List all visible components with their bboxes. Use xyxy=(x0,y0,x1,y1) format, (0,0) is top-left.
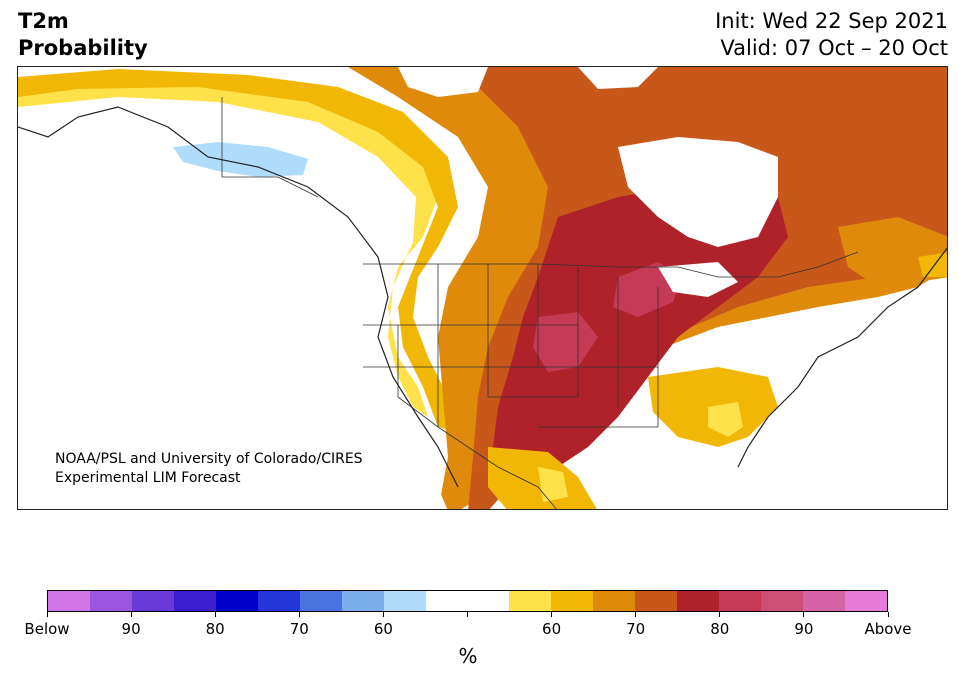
colorbar-tick-label: 90 xyxy=(121,620,141,638)
colorbar-swatch xyxy=(299,591,342,611)
colorbar-tick xyxy=(130,612,132,617)
colorbar-swatch xyxy=(215,591,258,611)
colorbar-swatch xyxy=(845,591,888,611)
colorbar-tick-label: 80 xyxy=(205,620,225,638)
colorbar-swatch xyxy=(131,591,174,611)
colorbar-tick xyxy=(719,612,721,617)
credit-line-2: Experimental LIM Forecast xyxy=(55,470,241,486)
colorbar-tick xyxy=(298,612,300,617)
north-america-map xyxy=(18,67,947,509)
coastlines xyxy=(18,106,947,488)
probability-map xyxy=(17,66,948,510)
colorbar-tick-label: 70 xyxy=(289,620,309,638)
forecast-dates: Init: Wed 22 Sep 2021 Valid: 07 Oct – 20… xyxy=(715,8,948,62)
political-borders xyxy=(221,97,859,509)
colorbar-tick-label: Above xyxy=(864,620,912,638)
colorbar-swatch xyxy=(509,591,552,611)
colorbar-swatch xyxy=(593,591,636,611)
colorbar-tick xyxy=(382,612,384,617)
probability-shading xyxy=(18,67,947,509)
colorbar-swatch xyxy=(173,591,216,611)
colorbar-swatch xyxy=(551,591,594,611)
map-title: T2m Probability xyxy=(18,8,148,62)
title-variable: T2m xyxy=(18,9,69,33)
colorbar-tick-label: 70 xyxy=(626,620,646,638)
title-type: Probability xyxy=(18,36,148,60)
colorbar-swatch xyxy=(383,591,426,611)
colorbar-swatch xyxy=(761,591,804,611)
colorbar-tick xyxy=(214,612,216,617)
colorbar-tick xyxy=(46,612,48,617)
colorbar-swatch xyxy=(341,591,384,611)
water-bodies xyxy=(18,67,947,509)
colorbar-tick-label: 60 xyxy=(373,620,393,638)
colorbar-swatch xyxy=(803,591,846,611)
data-credit: NOAA/PSL and University of Colorado/CIRE… xyxy=(55,450,363,488)
colorbar-swatch xyxy=(677,591,720,611)
colorbar-tick-label: Below xyxy=(24,620,70,638)
colorbar-swatch xyxy=(635,591,678,611)
colorbar-swatch xyxy=(719,591,762,611)
colorbar-tick-label: 90 xyxy=(794,620,814,638)
colorbar-tick xyxy=(635,612,637,617)
init-date: Init: Wed 22 Sep 2021 xyxy=(715,9,948,33)
valid-period: Valid: 07 Oct – 20 Oct xyxy=(720,36,948,60)
colorbar-tick xyxy=(887,612,889,617)
colorbar-swatch xyxy=(89,591,132,611)
colorbar-tick xyxy=(803,612,805,617)
colorbar xyxy=(47,590,888,612)
colorbar-swatch xyxy=(48,591,90,611)
colorbar-tick xyxy=(467,612,468,617)
credit-line-1: NOAA/PSL and University of Colorado/CIRE… xyxy=(55,451,363,467)
colorbar-unit: % xyxy=(458,644,478,668)
colorbar-swatch xyxy=(467,591,510,611)
colorbar-swatch xyxy=(425,591,468,611)
colorbar-swatch xyxy=(257,591,300,611)
colorbar-tick-label: 60 xyxy=(542,620,562,638)
colorbar-tick-label: 80 xyxy=(710,620,730,638)
colorbar-tick xyxy=(551,612,553,617)
